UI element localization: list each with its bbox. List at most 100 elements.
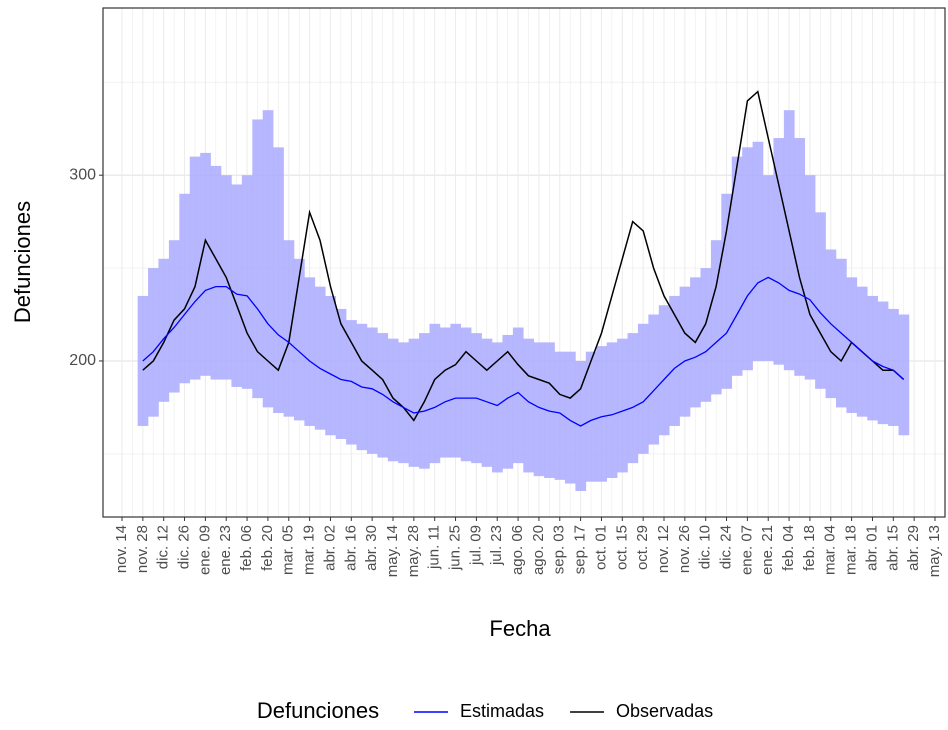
confidence-band [763,175,774,361]
x-tick-label: may. 28 [405,525,422,577]
x-tick-label: mar. 19 [301,525,318,575]
x-tick-label: feb. 18 [801,525,818,571]
confidence-band [554,351,566,480]
confidence-band [346,320,357,445]
confidence-band [262,110,274,408]
confidence-band [273,147,284,413]
x-tick-label: mar. 05 [280,525,297,575]
x-tick-label: jul. 23 [488,525,505,566]
x-tick-label: dic. 12 [155,525,172,569]
confidence-band [700,268,712,402]
x-tick-label: dic. 24 [718,525,735,569]
x-tick-label: ene. 07 [738,525,755,575]
confidence-band [898,314,910,436]
x-axis-title: Fecha [489,616,551,641]
confidence-band [450,323,462,458]
confidence-band [200,152,211,376]
confidence-band [325,295,336,436]
confidence-band [387,338,399,462]
confidence-band [742,147,753,371]
confidence-band [804,175,816,380]
confidence-band [429,323,441,464]
confidence-band [241,175,253,389]
confidence-band [617,338,628,473]
confidence-band [867,295,878,421]
confidence-band [877,301,889,425]
confidence-band [679,286,691,417]
confidence-band [523,338,535,473]
x-tick-label: dic. 10 [697,525,714,569]
confidence-band [304,277,316,426]
x-tick-label: feb. 04 [780,525,797,571]
x-tick-label: oct. 29 [634,525,651,570]
confidence-band [794,138,806,376]
confidence-band [596,346,607,482]
y-tick-label: 300 [69,166,96,183]
confidence-band [669,295,680,426]
confidence-band [460,327,472,462]
x-tick-label: feb. 06 [238,525,255,571]
x-tick-label: feb. 20 [259,525,276,571]
confidence-band [721,193,733,389]
x-tick-label: ene. 23 [217,525,234,575]
x-tick-label: may. 14 [384,525,401,577]
confidence-band [439,327,451,458]
confidence-band [293,258,305,421]
confidence-band [888,308,899,426]
confidence-band [366,327,378,454]
x-tick-label: ago. 06 [509,525,526,575]
confidence-band [481,338,493,467]
x-tick-label: ene. 21 [759,525,776,575]
confidence-band [815,212,826,389]
legend-title: Defunciones [257,698,379,723]
x-tick-label: jun. 11 [426,525,443,570]
x-tick-label: ago. 20 [530,525,547,575]
plot-border [102,7,946,518]
y-tick-label: 200 [69,352,96,369]
legend-label: Observadas [616,701,713,721]
x-tick-label: dic. 26 [176,525,193,569]
confidence-band [710,240,722,395]
y-axis-title: Defunciones [10,201,35,323]
confidence-band [731,156,743,376]
confidence-band [168,240,180,393]
x-tick-label: nov. 26 [676,525,693,573]
confidence-band [752,141,764,361]
x-tick-label: sep. 03 [551,525,568,574]
x-tick-label: jun. 25 [447,525,464,571]
confidence-band [502,334,514,469]
confidence-band [658,305,670,436]
x-tick-label: abr. 30 [363,525,380,571]
confidence-band [231,184,243,387]
confidence-band [627,333,639,464]
confidence-band [179,193,191,384]
x-tick-label: mar. 04 [822,525,839,575]
x-tick-label: ene. 09 [196,525,213,575]
x-tick-label: oct. 15 [613,525,630,570]
confidence-band [512,327,524,464]
x-tick-label: nov. 12 [655,525,672,573]
confidence-band [252,119,264,399]
x-tick-label: abr. 16 [342,525,359,571]
confidence-band [492,342,503,473]
x-tick-label: abr. 15 [884,525,901,571]
series-line [142,90,905,422]
x-tick-label: abr. 29 [905,525,922,571]
x-tick-label: nov. 14 [113,525,130,573]
confidence-band [585,351,597,482]
confidence-band [408,338,420,467]
x-tick-label: jul. 09 [467,525,484,566]
confidence-band [533,342,545,477]
confidence-band [158,258,170,402]
confidence-band [148,268,159,417]
x-tick-label: oct. 01 [592,525,609,570]
confidence-band [283,240,295,417]
x-tick-label: abr. 02 [321,525,338,571]
confidence-band [335,308,347,439]
confidence-band [398,342,409,464]
confidence-band [210,165,222,380]
x-tick-label: may. 13 [926,525,943,577]
x-tick-label: mar. 18 [843,525,860,575]
legend-label: Estimadas [460,701,544,721]
